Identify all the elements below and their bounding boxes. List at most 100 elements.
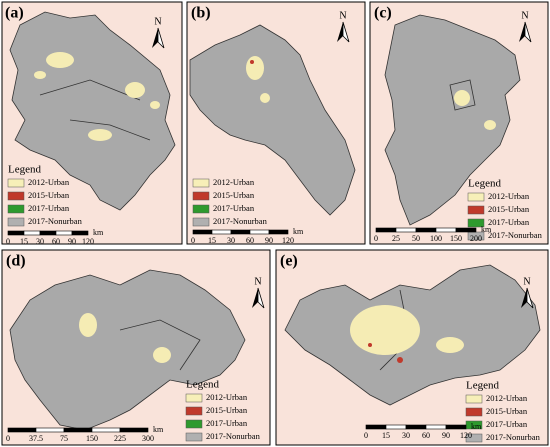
scale-label: 120 [82,237,94,246]
panel-label: (a) [5,5,24,22]
scale-label: 300 [142,434,154,443]
scale-segment [445,424,467,430]
region-map [9,269,246,431]
legend-label: 2017-Nonurban [213,216,268,226]
legend-label: 2017-Nonurban [28,216,83,226]
scale-segment [63,427,93,433]
scale-label: 15 [20,237,28,246]
scale-segment [230,229,251,235]
scale-segment [35,427,65,433]
legend-title: Legend [468,178,501,190]
legend-label: 2017-Nonurban [206,431,261,441]
scale-unit: km [293,227,304,236]
legend-title: Legend [186,379,219,391]
scale-segment [405,424,427,430]
scale-unit: km [471,422,482,431]
legend-swatch [7,217,25,227]
legend-label: 2017-Urban [213,203,255,213]
scale-label: 75 [60,434,68,443]
north-label: N [254,276,261,287]
scale-label: 0 [374,234,378,243]
scale-label: 30 [227,236,235,245]
legend-label: 2012-Urban [486,393,528,403]
legend-swatch [192,191,210,201]
north-arrow [252,288,258,308]
scale-segment [23,230,41,236]
scale-label: 0 [191,236,195,245]
legend-swatch [467,192,485,202]
legend-label: 2015-Urban [213,190,255,200]
legend-label: 2015-Urban [488,204,530,214]
scale-label: 60 [422,431,430,440]
scale-label: 90 [265,236,273,245]
legend-title: Legend [8,164,41,176]
region-map [189,24,356,216]
legend-label: 2017-Nonurban [488,230,543,240]
scale-segment [268,229,289,235]
scale-label: 90 [442,431,450,440]
scale-label: 90 [68,237,76,246]
legend-label: 2015-Urban [28,190,70,200]
scale-segment [7,230,25,236]
legend-label: 2017-Nonurban [486,432,541,442]
scale-label: 0 [6,237,10,246]
legend-swatch [7,178,25,188]
legend-label: 2017-Urban [206,418,248,428]
scale-label: 120 [460,431,472,440]
panel-label: (b) [191,5,211,22]
legend-swatch [7,191,25,201]
scale-unit: km [93,228,104,237]
north-arrow [152,28,158,48]
legend-swatch [465,407,483,417]
north-arrow [524,21,532,43]
scale-segment [375,227,397,233]
legend-label: 2017-Urban [488,217,530,227]
scale-segment [249,229,270,235]
north-arrow [157,27,165,49]
legend-swatch [185,393,203,403]
region-map [384,14,521,226]
legend-title: Legend [466,380,499,392]
legend-label: 2017-Urban [28,203,70,213]
scale-label: 60 [246,236,254,245]
north-arrow [337,22,343,42]
scale-segment [425,424,447,430]
scale-segment [395,227,417,233]
legend-swatch [467,218,485,228]
legend-label: 2012-Urban [488,191,530,201]
scale-label: 0 [6,434,10,443]
legend-label: 2015-Urban [206,405,248,415]
scale-label: 15 [382,431,390,440]
north-arrow [519,22,525,42]
legend-swatch [185,432,203,442]
scale-segment [39,230,57,236]
scale-label: 50 [412,234,420,243]
legend-swatch [7,204,25,214]
legend-label: 2012-Urban [206,392,248,402]
north-label: N [154,16,161,27]
scale-segment [365,424,387,430]
urban-areas [34,52,496,363]
scale-segment [119,427,149,433]
panel-label: (e) [280,253,298,270]
scale-unit: km [153,425,164,434]
scale-segment [71,230,89,236]
north-arrow [526,287,534,309]
legend-swatch [185,419,203,429]
scale-segment [455,227,477,233]
legend-swatch [467,205,485,215]
scale-label: 25 [392,234,400,243]
scale-segment [385,424,407,430]
scale-label: 120 [282,236,294,245]
scale-label: 150 [86,434,98,443]
legend-swatch [185,406,203,416]
panel-label: (d) [6,253,26,270]
legend-swatch [192,217,210,227]
legend-swatch [192,204,210,214]
scale-unit: km [481,225,492,234]
scale-label: 225 [114,434,126,443]
north-arrow [521,288,527,308]
legend-swatch [465,394,483,404]
legend-swatch [192,178,210,188]
